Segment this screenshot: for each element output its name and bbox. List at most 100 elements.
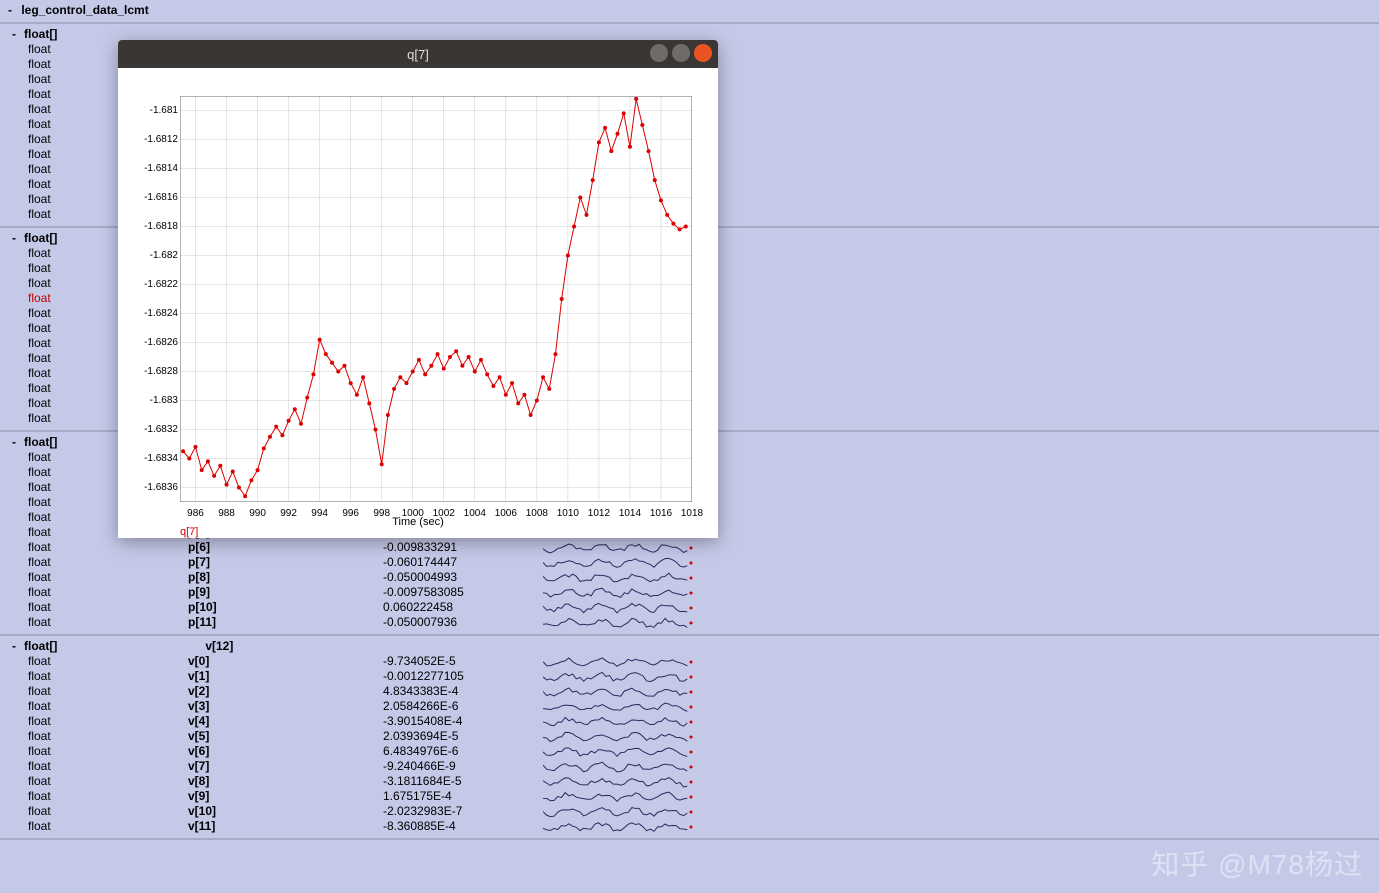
row-type: float [28, 555, 188, 570]
row-spark [543, 715, 693, 729]
data-row[interactable]: floatv[5]2.0393694E-5 [0, 729, 1379, 744]
row-spark [543, 730, 693, 744]
plot-window[interactable]: q[7] Time (sec) q[7] 9869889909929949969… [118, 40, 718, 538]
row-name: v[2] [188, 684, 383, 699]
xtick: 988 [214, 508, 240, 519]
data-row[interactable]: floatv[8]-3.1811684E-5 [0, 774, 1379, 789]
root-header[interactable]: - leg_control_data_lcmt [0, 2, 1379, 18]
row-type: float [28, 615, 188, 630]
plot-canvas[interactable] [180, 96, 692, 502]
row-type: float [28, 600, 188, 615]
group4-type: float[] [24, 639, 57, 653]
data-row[interactable]: floatv[7]-9.240466E-9 [0, 759, 1379, 774]
minimize-icon[interactable] [650, 44, 668, 62]
sparkline [543, 616, 693, 630]
row-spark [543, 571, 693, 585]
ytick: -1.6836 [128, 482, 178, 493]
row-name: v[6] [188, 744, 383, 759]
row-name: v[3] [188, 699, 383, 714]
toggle-icon[interactable]: - [8, 3, 18, 17]
row-type: float [28, 714, 188, 729]
data-row[interactable]: floatp[9]-0.0097583085 [0, 585, 1379, 600]
ytick: -1.6832 [128, 424, 178, 435]
row-name: p[10] [188, 600, 383, 615]
xtick: 996 [338, 508, 364, 519]
data-row[interactable]: floatp[8]-0.050004993 [0, 570, 1379, 585]
toggle-icon[interactable]: - [12, 27, 24, 41]
row-value: -9.240466E-9 [383, 759, 543, 774]
row-value: -0.050004993 [383, 570, 543, 585]
row-type: float [28, 789, 188, 804]
row-spark [543, 670, 693, 684]
sparkline [543, 586, 693, 600]
xtick: 998 [369, 508, 395, 519]
data-row[interactable]: floatp[11]-0.050007936 [0, 615, 1379, 630]
row-name: p[11] [188, 615, 383, 630]
plot-area[interactable] [180, 96, 692, 502]
group4-header[interactable]: -float[]v[12] [0, 638, 1379, 654]
row-spark [543, 820, 693, 834]
toggle-icon[interactable]: - [12, 231, 24, 245]
row-type: float [28, 570, 188, 585]
ytick: -1.6818 [128, 221, 178, 232]
group3-type: float[] [24, 435, 57, 449]
row-value: -0.0012277105 [383, 669, 543, 684]
sparkline [543, 655, 693, 669]
row-name: p[7] [188, 555, 383, 570]
group2-type: float[] [24, 231, 57, 245]
xtick: 1014 [617, 508, 643, 519]
plot-titlebar[interactable]: q[7] [118, 40, 718, 68]
data-row[interactable]: floatv[4]-3.9015408E-4 [0, 714, 1379, 729]
row-spark [543, 790, 693, 804]
data-row[interactable]: floatv[1]-0.0012277105 [0, 669, 1379, 684]
close-icon[interactable] [694, 44, 712, 62]
xtick: 992 [276, 508, 302, 519]
xtick: 1002 [431, 508, 457, 519]
toggle-icon[interactable]: - [12, 435, 24, 449]
xtick: 1006 [493, 508, 519, 519]
row-type: float [28, 540, 188, 555]
sparkline [543, 730, 693, 744]
data-row[interactable]: floatp[6]-0.009833291 [0, 540, 1379, 555]
row-name: v[1] [188, 669, 383, 684]
row-name: v[5] [188, 729, 383, 744]
sparkline [543, 805, 693, 819]
row-value: -3.1811684E-5 [383, 774, 543, 789]
data-row[interactable]: floatv[9]1.675175E-4 [0, 789, 1379, 804]
data-row[interactable]: floatp[10]0.060222458 [0, 600, 1379, 615]
ytick: -1.682 [128, 250, 178, 261]
row-value: -0.060174447 [383, 555, 543, 570]
maximize-icon[interactable] [672, 44, 690, 62]
data-row[interactable]: floatv[3]2.0584266E-6 [0, 699, 1379, 714]
xtick: 1016 [648, 508, 674, 519]
row-value: 2.0393694E-5 [383, 729, 543, 744]
data-row[interactable]: floatv[11]-8.360885E-4 [0, 819, 1379, 834]
row-name: v[10] [188, 804, 383, 819]
sparkline [543, 745, 693, 759]
row-name: v[8] [188, 774, 383, 789]
row-value: 2.0584266E-6 [383, 699, 543, 714]
row-value: 0.060222458 [383, 600, 543, 615]
row-spark [543, 805, 693, 819]
row-value: -0.009833291 [383, 540, 543, 555]
row-name: v[7] [188, 759, 383, 774]
data-row[interactable]: floatv[6]6.4834976E-6 [0, 744, 1379, 759]
plot-title: q[7] [407, 47, 429, 62]
row-type: float [28, 669, 188, 684]
data-row[interactable]: floatv[10]-2.0232983E-7 [0, 804, 1379, 819]
row-name: v[0] [188, 654, 383, 669]
toggle-icon[interactable]: - [12, 639, 24, 653]
xtick: 1008 [524, 508, 550, 519]
row-spark [543, 586, 693, 600]
data-row[interactable]: floatp[7]-0.060174447 [0, 555, 1379, 570]
row-spark [543, 601, 693, 615]
row-value: -2.0232983E-7 [383, 804, 543, 819]
row-value: 1.675175E-4 [383, 789, 543, 804]
row-type: float [28, 585, 188, 600]
data-row[interactable]: floatv[0]-9.734052E-5 [0, 654, 1379, 669]
row-spark [543, 700, 693, 714]
row-type: float [28, 684, 188, 699]
row-value: 4.8343383E-4 [383, 684, 543, 699]
ytick: -1.681 [128, 105, 178, 116]
data-row[interactable]: floatv[2]4.8343383E-4 [0, 684, 1379, 699]
